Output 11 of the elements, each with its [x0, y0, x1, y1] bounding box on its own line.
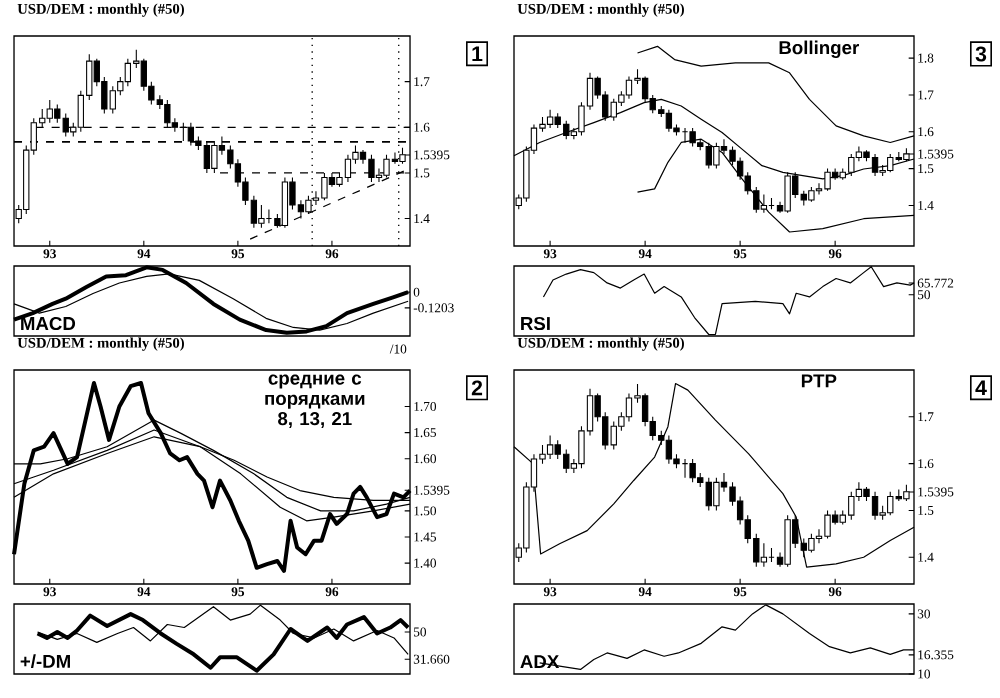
annotation: ADX [520, 655, 560, 669]
annotation: RSI [521, 316, 550, 331]
text: 4 [975, 380, 987, 396]
annotation: PTP [801, 374, 837, 388]
annotation: MACD [21, 316, 76, 331]
annotation: Bollinger [779, 40, 859, 59]
text: 1 [472, 46, 483, 62]
text: 3 [975, 46, 987, 62]
text: 2 [471, 380, 483, 396]
annotation: средние с порядками 8, 13, 21 [265, 374, 365, 429]
annotation: +/-DM [20, 654, 70, 669]
